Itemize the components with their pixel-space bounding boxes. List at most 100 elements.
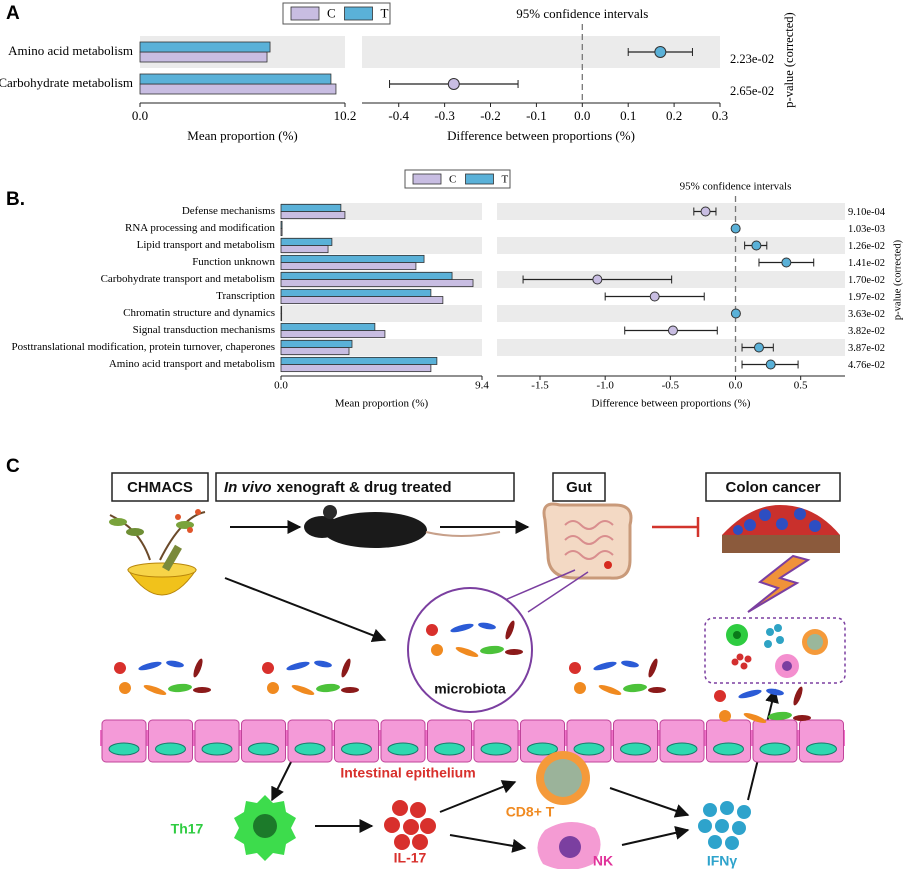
category-label: Signal transduction mechanisms — [133, 324, 275, 336]
bacterium — [738, 689, 762, 699]
legend-swatch — [412, 173, 442, 185]
bacterium — [262, 662, 274, 674]
cell-nucleus — [759, 742, 791, 756]
legend-label: T — [381, 5, 389, 20]
category-label: Transcription — [216, 290, 275, 302]
row-band — [497, 305, 845, 322]
epithelial-cell — [287, 719, 333, 763]
box-label-italic: In vivo — [224, 479, 272, 496]
bacterium — [593, 661, 617, 671]
box — [111, 472, 209, 502]
cell-nucleus — [248, 742, 279, 756]
epithelial-cell — [427, 719, 472, 763]
bacterium — [621, 660, 639, 668]
bacterium — [768, 711, 792, 721]
category-label: Chromatin structure and dynamics — [123, 307, 275, 319]
p-value: 1.03e-03 — [848, 224, 885, 235]
bar — [280, 313, 283, 322]
ci-point — [649, 291, 660, 302]
herb-icon — [109, 509, 206, 596]
arrow — [271, 759, 293, 802]
x-tick-label: 0.2 — [666, 108, 682, 123]
p-value: 3.63e-02 — [848, 309, 885, 320]
bar — [280, 305, 283, 314]
cell-nucleus — [666, 742, 698, 756]
ci-point — [654, 46, 667, 58]
bacterium — [450, 623, 474, 633]
x-tick-label: -0.2 — [480, 108, 501, 123]
immune-cells — [234, 751, 751, 869]
p-value: 2.23e-02 — [730, 52, 774, 66]
charts: Amino acid metabolism Carbohydrate metabo… — [0, 2, 903, 410]
ifn-dots — [698, 801, 751, 850]
cd8-label: CD8+ T — [506, 804, 555, 820]
legend-label: C — [327, 5, 336, 20]
category-label: Defense mechanisms — [182, 205, 275, 217]
ci-point — [667, 325, 678, 336]
zoom-lines — [504, 569, 589, 613]
bar — [280, 220, 283, 229]
row-band — [497, 339, 845, 356]
p-value: 9.10e-04 — [848, 207, 886, 218]
epithelium — [100, 719, 845, 763]
box-label-rest: xenograft & drug treated — [277, 479, 452, 496]
x-tick-label: 0.1 — [620, 108, 636, 123]
category-label: Amino acid metabolism — [8, 43, 133, 58]
lightning — [747, 554, 811, 613]
epithelial-cell — [799, 719, 844, 763]
p-value: 3.82e-02 — [848, 326, 885, 337]
cell-nucleus — [480, 742, 512, 756]
x-tick-label: -0.3 — [434, 108, 455, 123]
p-value: 4.76e-02 — [848, 360, 885, 371]
box-label: Colon cancer — [725, 479, 820, 496]
x-tick-label: 0.0 — [132, 108, 148, 123]
epithelial-cell — [752, 719, 798, 763]
category-label: Carbohydrate transport and metabolism — [101, 273, 276, 285]
x-tick-label: 0.3 — [712, 108, 728, 123]
bar — [280, 211, 346, 220]
legend-swatch — [290, 6, 320, 21]
bacterium — [648, 658, 658, 678]
category-label: Amino acid transport and metabolism — [109, 358, 276, 370]
epithelial-cell — [473, 719, 519, 763]
arrow — [449, 834, 527, 853]
bacterium — [431, 644, 443, 656]
row-band — [281, 305, 482, 322]
x-tick-label: -0.5 — [662, 380, 680, 392]
epithelial-cell — [706, 719, 751, 763]
bacteria — [114, 620, 811, 723]
x-tick-label: -1.0 — [596, 380, 614, 392]
mouse-icon — [304, 505, 501, 548]
bacterium — [455, 647, 479, 657]
p-value: 1.97e-02 — [848, 292, 885, 303]
cell-nucleus — [573, 742, 605, 756]
ci-point — [730, 223, 741, 234]
bacterium — [341, 686, 359, 694]
arrow — [621, 825, 690, 846]
bacterium — [267, 682, 279, 694]
x-axis-label: Mean proportion (%) — [187, 128, 297, 143]
bar — [280, 254, 425, 263]
bacterium — [291, 685, 315, 695]
cell-nucleus — [155, 742, 186, 756]
bar — [280, 237, 333, 246]
chart-title: 95% confidence intervals — [516, 6, 648, 21]
nk-label: NK — [593, 853, 613, 869]
panel-labels: A B. C — [6, 3, 25, 477]
bar — [280, 356, 438, 365]
category-label: Lipid transport and metabolism — [137, 239, 276, 251]
arrow — [224, 577, 387, 642]
box-label: In vivo xenograft & drug treated — [224, 479, 452, 496]
bar — [280, 245, 329, 254]
cell-nucleus — [294, 742, 326, 756]
bacterium — [166, 660, 184, 668]
bar — [280, 203, 342, 212]
x-tick-label: 0.5 — [794, 380, 808, 392]
bacterium — [714, 690, 726, 702]
epithelium-base — [100, 730, 845, 746]
x-tick-label: 9.4 — [475, 380, 489, 392]
bacterium — [793, 714, 811, 722]
arrow — [439, 780, 517, 813]
bar — [280, 279, 474, 288]
epithelial-cell — [194, 719, 240, 763]
